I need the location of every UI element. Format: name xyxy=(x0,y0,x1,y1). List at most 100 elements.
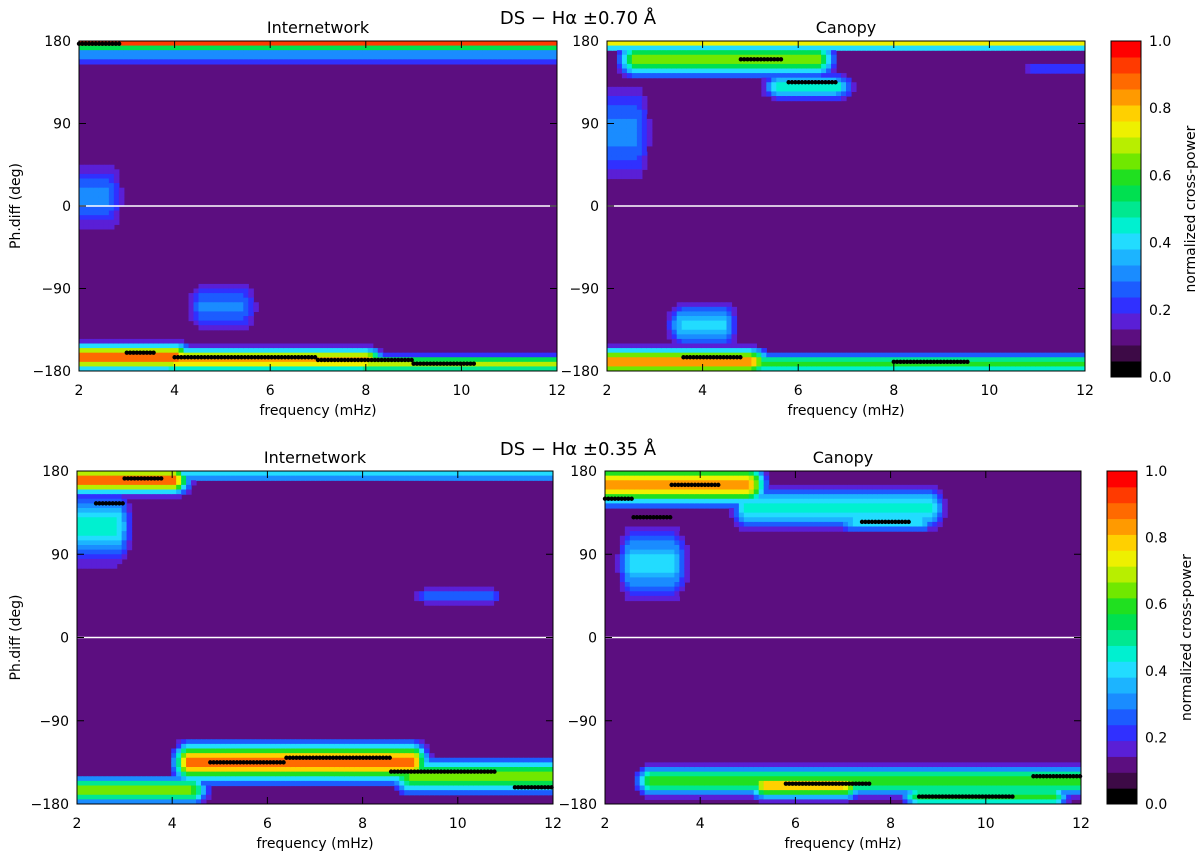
ridge-point xyxy=(542,785,548,790)
heatmap-cell xyxy=(736,348,743,354)
heatmap-cell xyxy=(664,535,671,541)
heatmap-cell xyxy=(905,357,912,363)
heatmap-cell xyxy=(116,785,123,791)
heatmap-cell xyxy=(318,50,324,56)
heatmap-cell xyxy=(644,558,651,565)
heatmap-cell xyxy=(639,785,646,791)
heatmap-cell xyxy=(619,558,626,565)
heatmap-cell xyxy=(280,748,286,754)
heatmap-cell xyxy=(208,45,215,51)
heatmap-cell xyxy=(101,776,108,782)
heatmap-cell xyxy=(626,343,633,349)
heatmap-cell xyxy=(711,45,718,51)
heatmap-cell xyxy=(203,311,210,317)
ridge-point xyxy=(347,755,352,760)
heatmap-cell xyxy=(208,357,215,363)
heatmap-cell xyxy=(171,776,177,782)
heatmap-cell xyxy=(724,771,730,777)
heatmap-cell xyxy=(243,357,249,363)
heatmap-cell xyxy=(689,489,695,495)
heatmap-cell xyxy=(126,776,133,782)
heatmap-cell xyxy=(607,160,613,166)
heatmap-cell xyxy=(634,595,641,602)
heatmap-cell xyxy=(616,132,623,138)
heatmap-cell xyxy=(870,45,877,51)
heatmap-cell xyxy=(77,517,83,523)
heatmap-cell xyxy=(233,288,239,294)
ridge-point xyxy=(415,769,421,774)
heatmap-cell xyxy=(223,293,229,299)
heatmap-cell xyxy=(263,348,269,354)
ridge-point xyxy=(137,350,143,355)
heatmap-cell xyxy=(98,210,105,216)
heatmap-cell xyxy=(664,484,671,491)
heatmap-cell xyxy=(537,45,543,51)
heatmap-cell xyxy=(547,50,553,56)
heatmap-cell xyxy=(101,790,108,796)
heatmap-cell xyxy=(228,348,234,354)
ridge-point xyxy=(928,359,933,365)
heatmap-cell xyxy=(347,45,354,51)
heatmap-cell xyxy=(88,196,95,203)
heatmap-cell xyxy=(552,366,557,371)
heatmap-cell xyxy=(497,357,503,363)
heatmap-cell xyxy=(283,366,289,371)
ridge-point xyxy=(819,80,825,85)
heatmap-cell xyxy=(166,794,172,800)
ridge-point xyxy=(938,359,943,365)
heatmap-cell xyxy=(354,767,361,773)
heatmap-cell xyxy=(86,563,93,569)
heatmap-cell xyxy=(492,361,498,368)
heatmap-cell xyxy=(313,50,319,56)
heatmap-cell xyxy=(935,352,942,358)
heatmap-cell xyxy=(121,799,128,804)
heatmap-cell xyxy=(488,471,495,477)
heatmap-cell xyxy=(298,59,304,65)
heatmap-cell xyxy=(86,517,93,523)
heatmap-cell xyxy=(517,357,523,363)
heatmap-cell xyxy=(821,73,827,79)
heatmap-cell xyxy=(138,348,145,354)
heatmap-cell xyxy=(432,366,439,371)
heatmap-cell xyxy=(86,531,93,537)
heatmap-cell xyxy=(83,164,90,170)
heatmap-cell xyxy=(240,475,247,481)
heatmap-cell xyxy=(478,771,485,777)
heatmap-cell xyxy=(679,762,685,768)
heatmap-cell xyxy=(644,582,651,588)
heatmap-cell xyxy=(493,591,500,597)
heatmap-cell xyxy=(498,767,505,773)
heatmap-cell xyxy=(228,288,234,294)
heatmap-cell xyxy=(624,545,631,551)
heatmap-cell xyxy=(761,77,767,83)
heatmap-cell xyxy=(607,366,613,371)
heatmap-cell xyxy=(636,50,643,56)
heatmap-cell xyxy=(950,41,957,47)
heatmap-cell xyxy=(766,54,772,60)
heatmap-cell xyxy=(77,521,83,528)
heatmap-cell xyxy=(694,503,700,509)
heatmap-cell xyxy=(404,771,410,777)
heatmap-cell xyxy=(253,306,259,313)
heatmap-cell xyxy=(806,91,812,97)
heatmap-cell xyxy=(503,780,509,787)
heatmap-cell xyxy=(629,484,636,491)
heatmap-cell xyxy=(542,45,548,51)
heatmap-cell xyxy=(634,545,641,551)
heatmap-cell xyxy=(781,54,787,60)
heatmap-cell xyxy=(611,114,618,120)
heatmap-cell xyxy=(1035,352,1041,358)
heatmap-cell xyxy=(1050,361,1056,368)
heatmap-cell xyxy=(621,128,628,134)
heatmap-cell xyxy=(743,508,750,514)
heatmap-cell xyxy=(200,799,207,804)
heatmap-cell xyxy=(200,743,207,750)
heatmap-cell xyxy=(649,545,656,551)
heatmap-cell xyxy=(621,169,628,175)
heatmap-cell xyxy=(293,59,299,65)
heatmap-cell xyxy=(118,338,125,345)
heatmap-cell xyxy=(83,210,90,216)
heatmap-cell xyxy=(293,54,299,60)
heatmap-cell xyxy=(646,54,653,60)
heatmap-cell xyxy=(258,45,264,51)
